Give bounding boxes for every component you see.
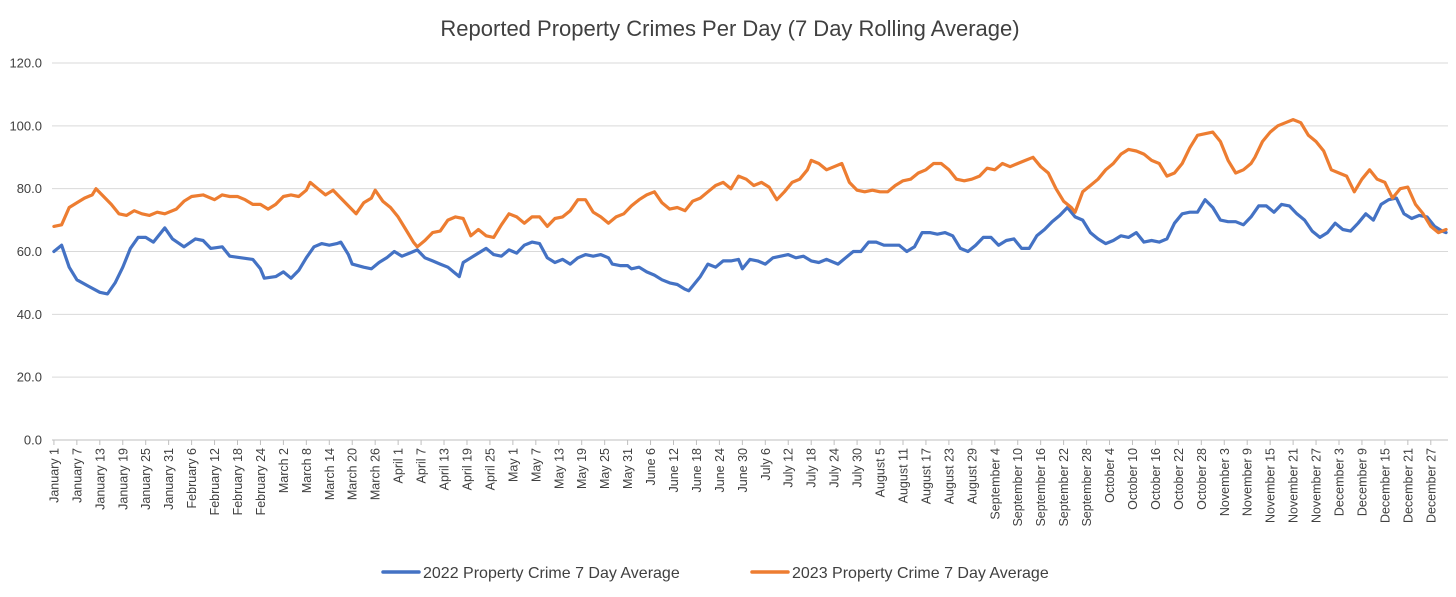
x-tick-label: January 31 [162, 448, 176, 510]
x-tick-label: February 18 [231, 448, 245, 515]
x-tick-label: March 8 [300, 448, 314, 493]
x-tick-label: January 7 [70, 448, 84, 503]
x-tick-label: April 1 [392, 448, 406, 483]
x-tick-label: April 13 [438, 448, 452, 490]
x-tick-label: December 15 [1378, 448, 1392, 523]
legend-label: 2022 Property Crime 7 Day Average [423, 565, 680, 582]
x-tick-label: March 2 [277, 448, 291, 493]
x-tick-label: July 30 [851, 448, 865, 488]
x-tick-label: September 16 [1034, 448, 1048, 527]
x-tick-label: February 12 [208, 448, 222, 515]
x-tick-label: May 19 [575, 448, 589, 489]
x-tick-label: April 19 [460, 448, 474, 490]
x-tick-label: October 4 [1103, 448, 1117, 503]
x-tick-label: August 11 [896, 448, 910, 503]
y-tick-label: 100.0 [9, 118, 42, 133]
x-tick-label: December 21 [1401, 448, 1415, 523]
chart-title: Reported Property Crimes Per Day (7 Day … [440, 16, 1019, 41]
x-tick-label: April 7 [415, 448, 429, 483]
y-tick-label: 0.0 [24, 433, 42, 448]
x-tick-label: November 27 [1310, 448, 1324, 523]
x-tick-label: October 16 [1149, 448, 1163, 510]
x-tick-label: August 29 [965, 448, 979, 504]
x-tick-label: February 6 [185, 448, 199, 508]
x-tick-label: July 6 [759, 448, 773, 481]
x-tick-label: August 5 [874, 448, 888, 497]
y-tick-label: 40.0 [17, 307, 42, 322]
x-tick-label: July 18 [805, 448, 819, 488]
x-tick-label: July 12 [782, 448, 796, 488]
series-line-2023 [52, 117, 1448, 249]
x-tick-label: September 22 [1057, 448, 1071, 527]
y-tick-label: 60.0 [17, 244, 42, 259]
x-tick-label: May 7 [529, 448, 543, 482]
x-tick-label: January 13 [93, 448, 107, 510]
y-tick-label: 80.0 [17, 181, 42, 196]
x-tick-label: October 10 [1126, 448, 1140, 510]
x-tick-label: September 10 [1011, 448, 1025, 527]
x-tick-label: November 9 [1241, 448, 1255, 516]
x-tick-label: January 19 [116, 448, 130, 510]
legend-label: 2023 Property Crime 7 Day Average [792, 565, 1049, 582]
x-tick-label: October 28 [1195, 448, 1209, 510]
x-tick-label: May 1 [506, 448, 520, 482]
x-tick-label: August 17 [919, 448, 933, 504]
x-tick-label: June 30 [736, 448, 750, 493]
x-tick-label: March 14 [323, 448, 337, 500]
x-tick-label: June 12 [667, 448, 681, 493]
x-tick-label: November 21 [1287, 448, 1301, 523]
series-lines [52, 117, 1448, 296]
x-tick-label: June 24 [713, 448, 727, 493]
x-tick-label: December 9 [1355, 448, 1369, 516]
x-tick-label: May 13 [552, 448, 566, 489]
x-tick-label: March 26 [369, 448, 383, 500]
x-tick-label: June 18 [690, 448, 704, 493]
y-axis-ticks: 0.0 20.0 40.0 60.0 80.0 100.0 120.0 [9, 56, 42, 448]
x-tick-label: November 3 [1218, 448, 1232, 516]
x-tick-label: June 6 [644, 448, 658, 486]
x-tick-label: August 23 [942, 448, 956, 504]
x-axis-ticks: January 1 January 7 January 13 January 19 Ja… [47, 440, 1438, 527]
x-tick-label: November 15 [1264, 448, 1278, 523]
legend: 2022 Property Crime 7 Day Average 2023 Pr… [381, 565, 1049, 582]
x-tick-label: July 24 [828, 448, 842, 488]
x-tick-label: October 22 [1172, 448, 1186, 510]
x-tick-label: May 25 [598, 448, 612, 489]
x-tick-label: September 4 [988, 448, 1002, 520]
x-tick-label: January 1 [47, 448, 61, 503]
y-tick-label: 20.0 [17, 370, 42, 385]
x-tick-label: December 3 [1332, 448, 1346, 516]
x-tick-label: September 28 [1080, 448, 1094, 527]
x-tick-label: January 25 [139, 448, 153, 510]
x-tick-label: May 31 [621, 448, 635, 489]
x-tick-label: April 25 [483, 448, 497, 490]
x-tick-label: February 24 [254, 448, 268, 515]
x-tick-label: December 27 [1424, 448, 1438, 523]
gridlines [52, 62, 1448, 441]
y-tick-label: 120.0 [9, 56, 42, 71]
series-line-2022 [52, 196, 1448, 296]
x-tick-label: March 20 [346, 448, 360, 500]
